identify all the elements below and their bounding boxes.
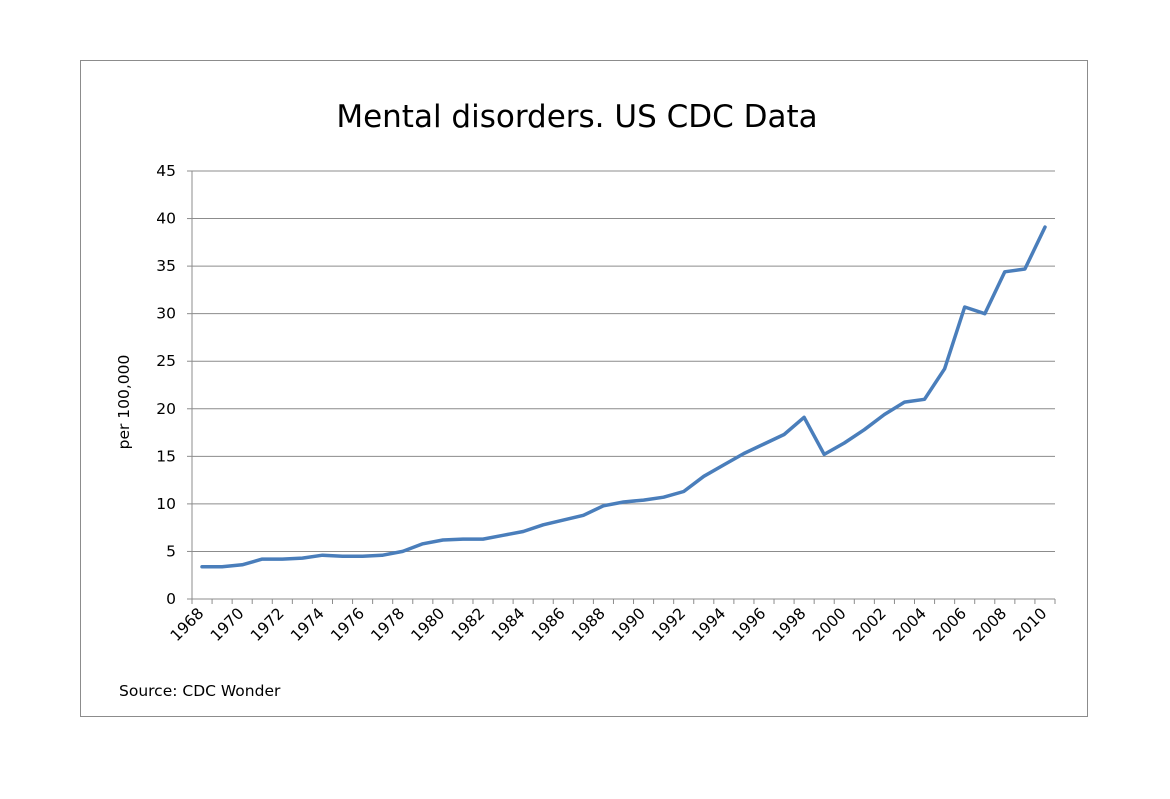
x-tick-label: 1974 xyxy=(287,604,328,645)
data-point xyxy=(441,538,445,542)
data-point xyxy=(802,416,806,419)
data-point xyxy=(702,475,705,478)
data-point xyxy=(782,433,786,436)
x-tick-label: 1972 xyxy=(247,604,288,645)
x-tick-label: 2002 xyxy=(849,604,890,645)
x-tick-label: 2010 xyxy=(1010,604,1051,645)
x-tick-label: 2006 xyxy=(929,604,970,645)
x-tick-label: 1984 xyxy=(488,604,529,645)
gridlines xyxy=(192,170,1055,552)
data-point xyxy=(662,496,665,499)
y-tick-label: 20 xyxy=(156,400,176,418)
x-tick-label: 1986 xyxy=(528,604,569,645)
data-point xyxy=(361,555,364,558)
data-point xyxy=(963,305,966,309)
y-tick-label: 45 xyxy=(156,162,176,180)
x-tick-label: 1970 xyxy=(207,604,248,645)
x-tick-label: 1978 xyxy=(368,604,409,645)
x-tick-label: 1982 xyxy=(448,604,489,645)
x-tick-label: 1976 xyxy=(327,604,368,645)
data-point xyxy=(622,500,625,504)
y-tick-label: 35 xyxy=(156,257,176,275)
axes xyxy=(187,170,1056,604)
y-tick-label: 25 xyxy=(156,352,176,370)
data-point xyxy=(582,514,585,517)
data-point xyxy=(903,400,906,404)
data-point xyxy=(321,554,324,557)
data-point xyxy=(240,563,244,566)
data-point xyxy=(521,530,525,533)
data-point xyxy=(1043,225,1047,229)
chart-svg: Mental disorders. US CDC Data 0 5 10 15 20 25… xyxy=(115,99,1056,700)
data-point xyxy=(722,463,726,467)
data-point xyxy=(301,556,304,560)
data-point xyxy=(983,312,986,315)
x-tick-label: 2000 xyxy=(809,604,850,645)
y-tick-label: 10 xyxy=(156,495,176,513)
x-tick-label: 1980 xyxy=(408,604,449,645)
x-tick-label: 1990 xyxy=(608,604,649,645)
data-point xyxy=(381,554,384,557)
y-tick-labels: 0 5 10 15 20 25 30 35 40 45 xyxy=(156,162,176,608)
data-point xyxy=(943,367,946,371)
data-point xyxy=(401,550,404,553)
data-point xyxy=(602,504,605,507)
y-tick-label: 5 xyxy=(166,542,176,560)
x-tick-label: 1992 xyxy=(648,604,689,645)
y-tick-label: 0 xyxy=(166,590,176,608)
data-point xyxy=(220,565,224,568)
data-point xyxy=(923,398,926,401)
data-point xyxy=(501,534,505,537)
data-point xyxy=(261,557,264,561)
y-tick-label: 15 xyxy=(156,447,176,465)
x-tick-labels: 1968 1970 1972 1974 1976 1978 1980 1982 1984 1986… xyxy=(167,604,1051,645)
y-tick-label: 30 xyxy=(156,305,176,323)
data-point xyxy=(1003,270,1007,274)
y-axis-title: per 100,000 xyxy=(115,355,133,450)
data-point xyxy=(742,452,746,455)
data-point xyxy=(281,557,284,561)
series-layer xyxy=(200,225,1047,569)
data-point xyxy=(843,441,846,445)
chart-frame: Mental disorders. US CDC Data 0 5 10 15 20 25… xyxy=(80,60,1088,717)
x-tick-label: 1968 xyxy=(167,604,208,645)
x-tick-label: 1996 xyxy=(729,604,770,645)
source-note: Source: CDC Wonder xyxy=(119,682,281,700)
data-point xyxy=(461,537,465,541)
data-point xyxy=(642,498,645,502)
x-tick-label: 1998 xyxy=(769,604,810,645)
data-point xyxy=(542,523,545,527)
x-tick-label: 2008 xyxy=(970,604,1011,645)
x-tick-label: 1988 xyxy=(568,604,609,645)
data-point xyxy=(762,442,766,446)
x-tick-label: 2004 xyxy=(889,604,930,645)
data-point xyxy=(1023,267,1027,271)
x-tick-label: 1994 xyxy=(689,604,730,645)
data-point xyxy=(341,555,344,558)
data-point xyxy=(200,565,204,568)
series-line xyxy=(200,225,1047,569)
data-point xyxy=(682,490,685,493)
data-point xyxy=(481,537,485,541)
data-point xyxy=(421,542,425,546)
data-point xyxy=(822,453,826,456)
data-point xyxy=(562,518,565,522)
data-point xyxy=(883,413,886,416)
y-tick-label: 40 xyxy=(156,210,176,228)
chart-title: Mental disorders. US CDC Data xyxy=(336,99,817,135)
data-point xyxy=(863,428,866,431)
